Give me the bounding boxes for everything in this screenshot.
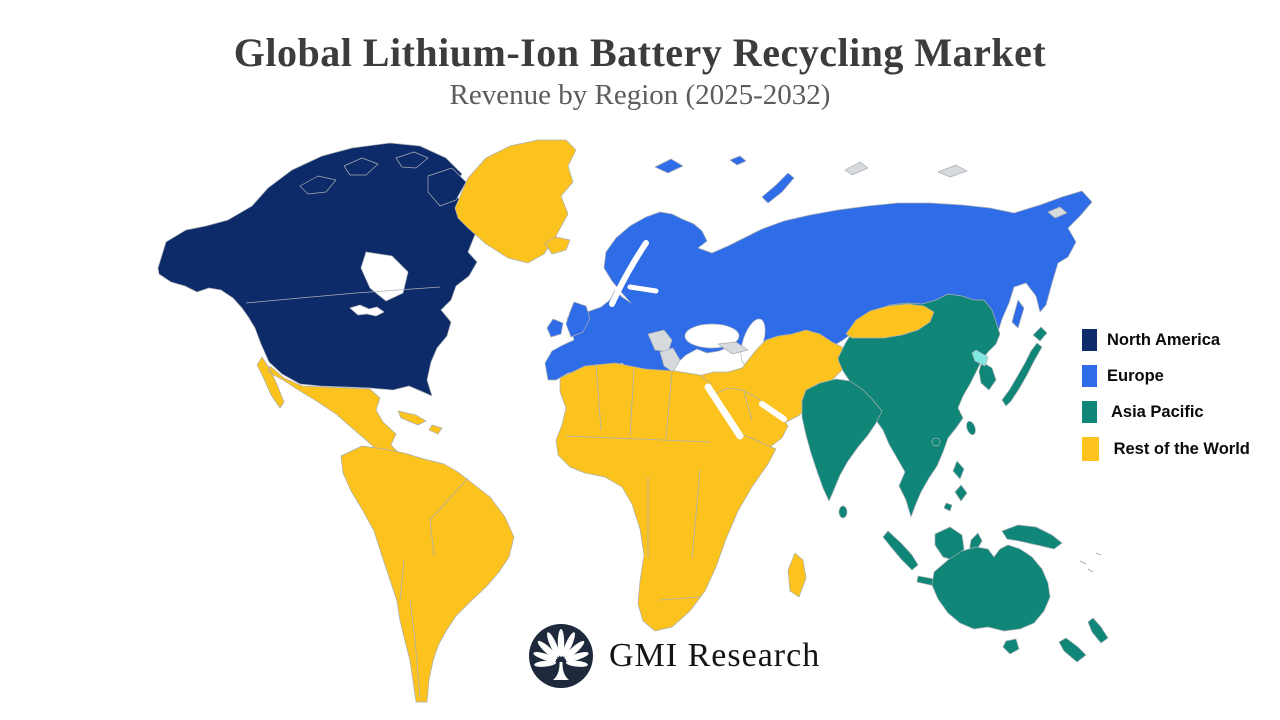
map-island-taiwan	[966, 420, 976, 436]
legend-item-north-america: North America	[1082, 329, 1250, 351]
map-region-mongolia	[845, 303, 935, 339]
legend-label-asia-pacific: Asia Pacific	[1107, 402, 1204, 421]
legend-swatch-north-america	[1082, 329, 1097, 351]
map-region-greece-neutral	[659, 347, 681, 373]
map-region-china-southeast-asia	[837, 293, 1001, 518]
page-subtitle: Revenue by Region (2025-2032)	[449, 79, 831, 111]
map-region-south-korea	[978, 361, 997, 391]
map-region-north-america	[157, 142, 478, 397]
map-island-madagascar	[787, 552, 807, 598]
red-sea	[704, 383, 744, 440]
map-islands-pacific-outlines	[1079, 552, 1102, 573]
map-island-great-britain	[565, 301, 591, 338]
legend: North America Europe Asia Pacific Rest o…	[1082, 329, 1250, 461]
map-island-greenland	[454, 139, 577, 264]
palm-fan-icon	[533, 629, 589, 680]
legend-swatch-europe	[1082, 365, 1097, 387]
header: Global Lithium-Ion Battery Recycling Mar…	[0, 30, 1280, 112]
hudson-bay	[360, 251, 409, 302]
map-island-novaya-zemlya	[761, 172, 795, 204]
baltic-sea	[609, 240, 649, 307]
black-sea	[684, 323, 740, 349]
map-region-north-korea	[971, 349, 989, 367]
legend-label-north-america: North America	[1107, 330, 1221, 349]
legend-item-rest-of-world: Rest of the World	[1082, 437, 1250, 461]
page-title: Global Lithium-Ion Battery Recycling Mar…	[233, 30, 1047, 75]
map-region-india	[801, 378, 883, 502]
country-borders	[245, 286, 753, 699]
legend-swatch-rest-of-world	[1082, 437, 1099, 461]
map-island-tasmania	[1002, 638, 1020, 655]
legend-swatch-asia-pacific	[1082, 401, 1097, 423]
map-region-balkans-neutral	[647, 329, 673, 353]
map-island-iceland	[544, 236, 571, 255]
map-island-sakhalin	[1011, 299, 1025, 329]
map-islands-caribbean	[397, 410, 443, 435]
legend-label-rest-of-world: Rest of the World	[1109, 439, 1250, 458]
gmi-logo	[529, 624, 593, 688]
map-island-new-guinea	[1001, 524, 1063, 550]
branding: GMI Research	[527, 622, 820, 690]
map-region-australia	[931, 544, 1051, 632]
map-island-svalbard	[654, 155, 747, 174]
persian-gulf	[759, 401, 787, 422]
map-island-ireland	[546, 318, 564, 338]
map-island-sri-lanka	[838, 505, 848, 519]
map-island-hainan	[931, 437, 941, 447]
legend-label-europe: Europe	[1107, 366, 1164, 385]
map-islands-philippines	[943, 460, 968, 512]
legend-item-asia-pacific: Asia Pacific	[1082, 401, 1250, 423]
map-region-caucasus-neutral	[717, 341, 749, 355]
legend-item-europe: Europe	[1082, 365, 1250, 387]
gulf-of-finland	[627, 284, 659, 294]
brand-name: GMI Research	[609, 637, 821, 674]
map-island-new-siberian-neutral	[844, 161, 1068, 219]
map-islands-canadian-arctic	[299, 151, 467, 207]
map-island-japan	[1001, 326, 1048, 407]
great-lakes	[349, 304, 385, 317]
map-region-south-america	[340, 445, 515, 703]
map-islands-new-zealand	[1058, 617, 1109, 663]
